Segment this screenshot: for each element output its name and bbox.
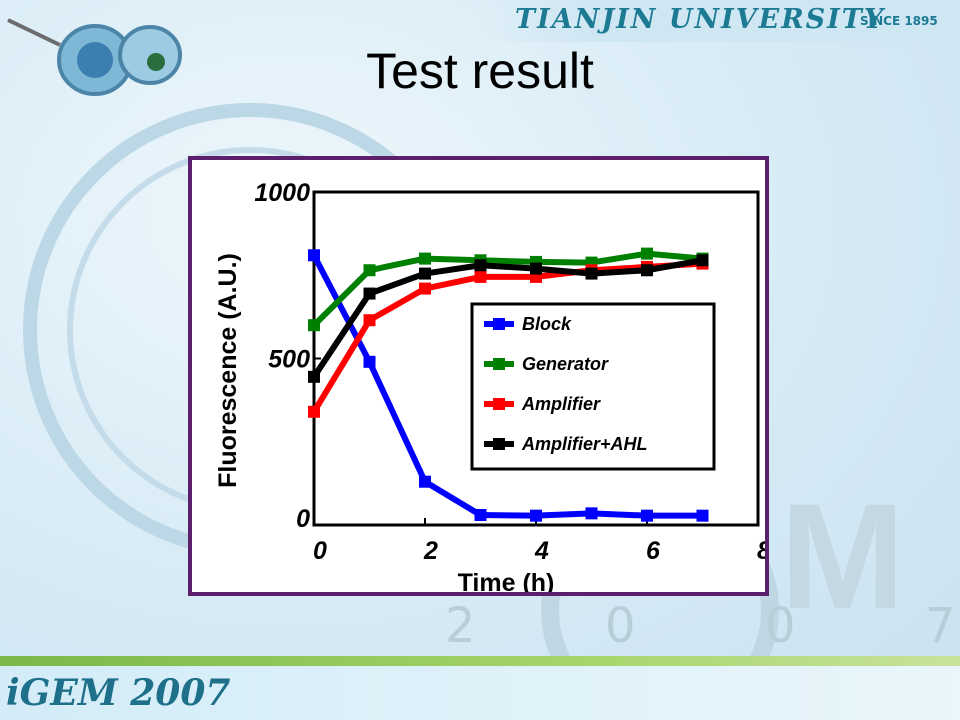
y-tick-label: 1000: [254, 179, 310, 207]
data-point: [363, 287, 376, 300]
university-name: TIANJIN UNIVERSITY: [515, 4, 886, 35]
data-point: [530, 509, 542, 522]
data-point: [308, 405, 320, 418]
x-tick-label: 8: [757, 537, 765, 565]
data-point: [419, 475, 431, 488]
x-tick-label: 6: [646, 537, 661, 565]
x-tick-label: 4: [534, 537, 549, 565]
data-point: [696, 509, 709, 522]
watermark-year-digit: 0: [765, 598, 796, 654]
y-tick-label: 500: [268, 346, 310, 374]
header-bar: [480, 0, 960, 42]
data-point: [641, 509, 653, 522]
data-point: [363, 314, 376, 327]
x-tick-label: 0: [313, 537, 327, 565]
legend-marker: [493, 358, 505, 370]
data-point: [308, 370, 320, 383]
legend-marker: [493, 438, 505, 450]
data-point: [585, 507, 598, 520]
x-axis-label: Time (h): [458, 569, 555, 592]
series-line: [311, 250, 703, 328]
data-point: [474, 259, 487, 272]
data-point: [474, 270, 487, 283]
legend-label: Generator: [522, 354, 609, 374]
data-point: [641, 247, 653, 260]
legend-marker: [493, 398, 505, 410]
y-axis-label: Fluorescence (A.U.): [214, 253, 242, 488]
data-point: [419, 267, 431, 280]
footer-bar: [0, 666, 960, 720]
data-point: [641, 264, 653, 277]
data-point: [474, 509, 487, 522]
igem-2007-logo: iGEM 2007: [6, 672, 231, 714]
watermark-year-digit: 0: [605, 598, 636, 654]
series-line: [311, 253, 703, 519]
series-line: [311, 260, 703, 414]
slide-title: Test result: [366, 43, 594, 99]
since-label: SINCE 1895: [860, 14, 938, 28]
legend-marker: [493, 318, 505, 330]
chart-frame: 0 500 1000 0 2 4 6 8 Time (h) Fluorescence (A.U.)…: [188, 156, 769, 596]
data-point: [308, 249, 320, 262]
legend-label: Amplifier+AHL: [521, 434, 648, 454]
legend-label: Amplifier: [521, 394, 601, 414]
data-point: [308, 319, 320, 332]
watermark-year-digit: 2: [445, 598, 476, 654]
x-tick-label: 2: [423, 537, 438, 565]
data-point: [696, 254, 709, 267]
fluorescence-chart: 0 500 1000 0 2 4 6 8 Time (h) Fluorescence (A.U.)…: [214, 179, 765, 592]
data-point: [419, 282, 431, 295]
watermark-year-digit: 7: [925, 598, 956, 654]
igem-watermark-letters: M: [780, 472, 905, 640]
data-point: [530, 262, 542, 275]
data-point: [585, 267, 598, 280]
data-point: [363, 355, 376, 368]
data-point: [363, 264, 376, 277]
footer-stripe: [0, 656, 960, 666]
y-tick-label: 0: [296, 505, 310, 533]
glasses-logo: [7, 18, 182, 96]
data-point: [419, 252, 431, 265]
series-line: [311, 257, 704, 379]
legend-label: Block: [522, 314, 572, 334]
